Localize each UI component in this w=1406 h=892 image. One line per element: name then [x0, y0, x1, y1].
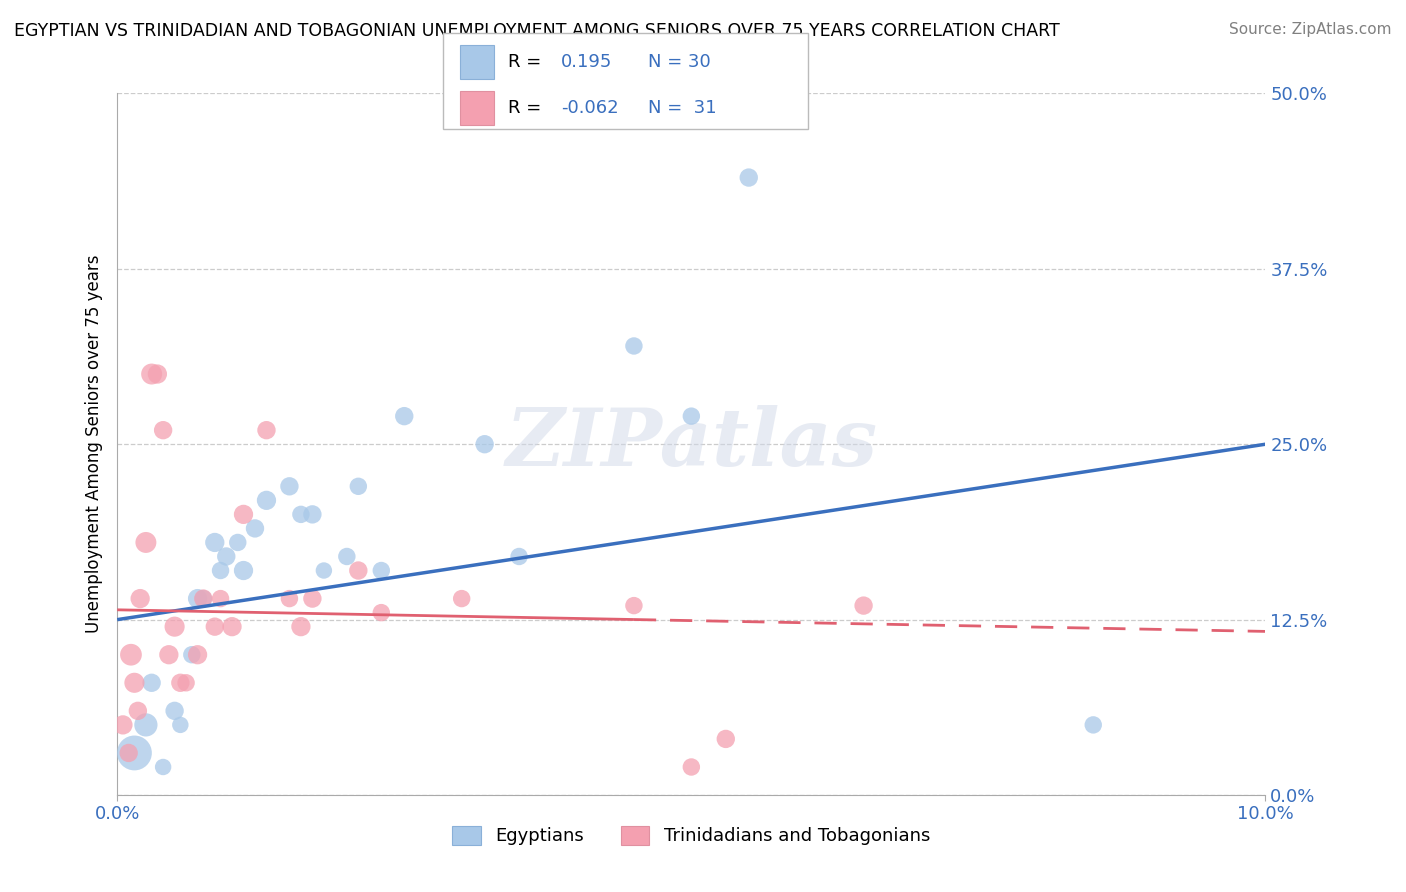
Point	[226, 535, 249, 549]
Point	[124, 746, 146, 760]
Point	[163, 620, 186, 634]
Text: ZIPatlas: ZIPatlas	[505, 406, 877, 483]
Text: N =  31: N = 31	[648, 99, 717, 117]
Point	[347, 479, 370, 493]
Text: EGYPTIAN VS TRINIDADIAN AND TOBAGONIAN UNEMPLOYMENT AMONG SENIORS OVER 75 YEARS : EGYPTIAN VS TRINIDADIAN AND TOBAGONIAN U…	[14, 22, 1060, 40]
Point	[336, 549, 359, 564]
Point	[256, 423, 278, 437]
Point	[146, 367, 169, 381]
Point	[623, 599, 645, 613]
Text: R =: R =	[508, 53, 541, 70]
Point	[169, 718, 191, 732]
Text: 0.195: 0.195	[561, 53, 613, 70]
Point	[135, 535, 157, 549]
Point	[124, 675, 146, 690]
Point	[232, 564, 254, 578]
Point	[312, 564, 335, 578]
Point	[243, 521, 266, 535]
Point	[508, 549, 530, 564]
Y-axis label: Unemployment Among Seniors over 75 years: Unemployment Among Seniors over 75 years	[86, 255, 103, 633]
Point	[681, 409, 703, 424]
Point	[111, 718, 134, 732]
Point	[394, 409, 416, 424]
Point	[141, 367, 163, 381]
Point	[169, 675, 191, 690]
Point	[370, 564, 392, 578]
Point	[1083, 718, 1105, 732]
Point	[209, 564, 232, 578]
Point	[347, 564, 370, 578]
Point	[187, 648, 209, 662]
Point	[301, 591, 323, 606]
Point	[301, 508, 323, 522]
Point	[193, 591, 215, 606]
Legend: Egyptians, Trinidadians and Tobagonians: Egyptians, Trinidadians and Tobagonians	[446, 819, 938, 853]
Point	[120, 648, 142, 662]
Point	[135, 718, 157, 732]
Point	[180, 648, 202, 662]
Point	[129, 591, 152, 606]
Point	[187, 591, 209, 606]
Point	[370, 606, 392, 620]
Point	[127, 704, 149, 718]
Point	[152, 760, 174, 774]
Point	[141, 675, 163, 690]
Point	[118, 746, 141, 760]
Point	[450, 591, 472, 606]
Point	[193, 591, 215, 606]
Point	[256, 493, 278, 508]
Point	[157, 648, 180, 662]
Point	[232, 508, 254, 522]
Point	[474, 437, 496, 451]
Point	[278, 479, 301, 493]
Point	[681, 760, 703, 774]
Text: Source: ZipAtlas.com: Source: ZipAtlas.com	[1229, 22, 1392, 37]
Point	[163, 704, 186, 718]
Point	[221, 620, 243, 634]
Point	[623, 339, 645, 353]
Point	[290, 508, 312, 522]
Point	[204, 620, 226, 634]
Text: R =: R =	[508, 99, 541, 117]
Point	[204, 535, 226, 549]
Text: -0.062: -0.062	[561, 99, 619, 117]
Point	[152, 423, 174, 437]
Point	[209, 591, 232, 606]
Point	[738, 170, 761, 185]
Point	[215, 549, 238, 564]
Point	[278, 591, 301, 606]
Point	[852, 599, 875, 613]
Point	[290, 620, 312, 634]
Point	[714, 731, 737, 746]
Point	[174, 675, 197, 690]
Text: N = 30: N = 30	[648, 53, 711, 70]
